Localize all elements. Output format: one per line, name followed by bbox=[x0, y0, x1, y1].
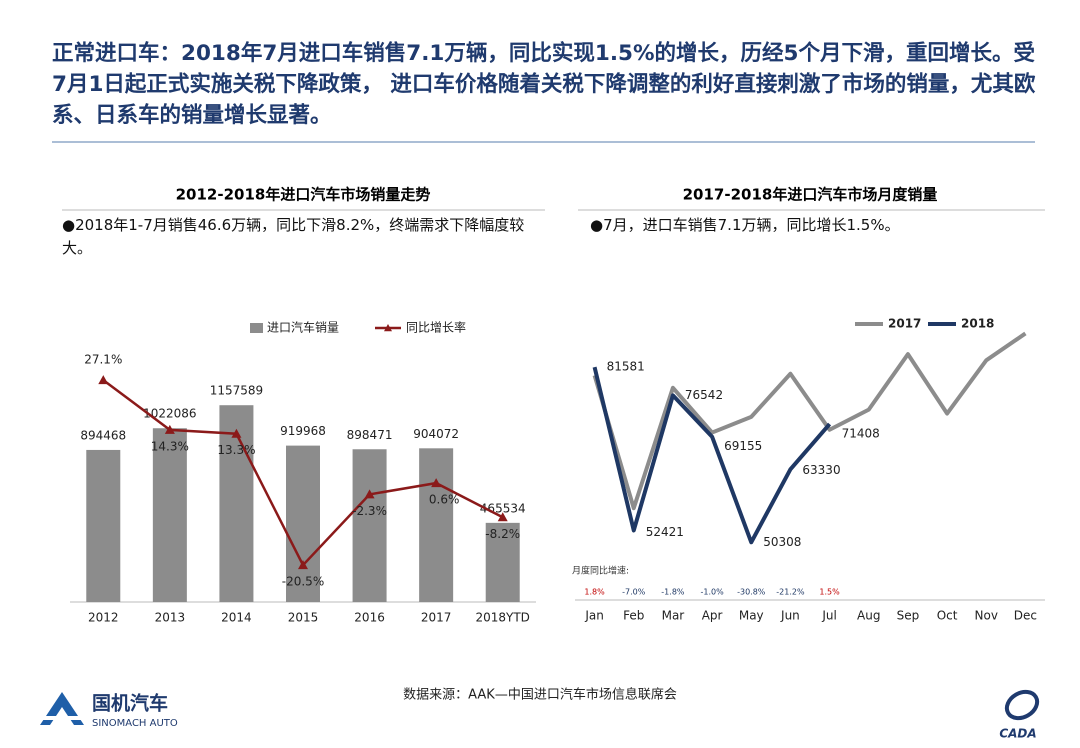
legend-label: 2017 bbox=[888, 317, 921, 331]
badge-icon bbox=[1004, 689, 1040, 721]
line-marker bbox=[298, 560, 308, 570]
header: 正常进口车：2018年7月进口车销售7.1万辆，同比实现1.5%的增长，历经5个… bbox=[52, 41, 1036, 128]
x-tick-label: Apr bbox=[702, 609, 723, 623]
x-tick-label: 2012 bbox=[88, 611, 119, 625]
growth-label: 1.5% bbox=[819, 588, 840, 597]
x-tick-label: Jun bbox=[780, 609, 800, 623]
line-marker bbox=[231, 428, 242, 438]
legend-label: 进口汽车销量 bbox=[267, 320, 339, 335]
x-tick-label: Sep bbox=[897, 609, 920, 623]
bar bbox=[286, 445, 320, 602]
logo-subtitle: SINOMACH AUTO bbox=[92, 718, 178, 729]
data-label: 63330 bbox=[802, 463, 840, 477]
line-marker bbox=[497, 512, 508, 522]
data-label: 69155 bbox=[724, 439, 762, 453]
line-label: 0.6% bbox=[429, 493, 460, 507]
bar bbox=[485, 522, 520, 602]
line-marker bbox=[431, 478, 442, 488]
bar-label: 898471 bbox=[347, 428, 393, 442]
x-tick-label: Aug bbox=[857, 609, 880, 623]
logo-icon bbox=[40, 692, 84, 725]
growth-label: -1.0% bbox=[700, 588, 724, 597]
growth-label: -21.2% bbox=[776, 588, 805, 597]
x-tick-label: Dec bbox=[1014, 609, 1037, 623]
line-label: -8.2% bbox=[485, 527, 520, 541]
x-tick-label: 2018YTD bbox=[475, 611, 529, 625]
bar bbox=[352, 449, 387, 602]
line-label: -2.3% bbox=[352, 504, 387, 518]
data-label: 81581 bbox=[607, 360, 645, 374]
data-label: 50308 bbox=[763, 535, 801, 549]
x-tick-label: 2017 bbox=[421, 611, 452, 625]
legend-swatch bbox=[384, 324, 392, 332]
x-tick-label: May bbox=[739, 609, 764, 623]
bar-label: 1022086 bbox=[143, 407, 196, 421]
x-tick-label: Nov bbox=[975, 609, 998, 623]
growth-title: 月度同比增速: bbox=[572, 565, 629, 577]
bar-label: 894468 bbox=[80, 428, 126, 442]
legend-label: 同比增长率 bbox=[406, 320, 466, 335]
bar bbox=[219, 405, 254, 602]
logo-name: 国机汽车 bbox=[92, 692, 168, 715]
bar bbox=[152, 428, 187, 602]
bar-label: 919968 bbox=[280, 424, 326, 438]
data-label: 71408 bbox=[842, 427, 880, 441]
x-tick-label: 2016 bbox=[354, 611, 385, 625]
line bbox=[592, 366, 832, 545]
line-label: 13.3% bbox=[217, 443, 255, 457]
legend-label: 2018 bbox=[961, 317, 994, 331]
chart-title: 2017-2018年进口汽车市场月度销量 bbox=[683, 186, 938, 204]
bar-label: 1157589 bbox=[210, 384, 263, 398]
line bbox=[592, 331, 1027, 511]
legend-swatch bbox=[250, 323, 263, 333]
source: 数据来源：AAK—中国进口汽车市场信息联席会 bbox=[403, 687, 677, 703]
line-marker bbox=[98, 375, 109, 385]
growth-label: -1.8% bbox=[661, 588, 685, 597]
x-tick-label: 2014 bbox=[221, 611, 252, 625]
x-tick-label: Feb bbox=[623, 609, 644, 623]
growth-label: -7.0% bbox=[622, 588, 646, 597]
growth-label: -30.8% bbox=[737, 588, 766, 597]
line-label: -20.5% bbox=[282, 575, 324, 589]
x-tick-label: 2015 bbox=[288, 611, 319, 625]
chart-note: ●2018年1-7月销售46.6万辆，同比下滑8.2%，终端需求下降幅度较大。 bbox=[62, 216, 525, 257]
growth-label: 1.8% bbox=[584, 588, 605, 597]
x-tick-label: Jan bbox=[584, 609, 604, 623]
line-marker bbox=[164, 424, 175, 434]
data-label: 76542 bbox=[685, 388, 723, 402]
badge: CADA bbox=[999, 727, 1036, 741]
line-label: 14.3% bbox=[151, 439, 189, 453]
x-tick-label: Oct bbox=[937, 609, 958, 623]
chart-note: ●7月，进口车销售7.1万辆，同比增长1.5%。 bbox=[590, 216, 900, 234]
line-marker bbox=[364, 489, 375, 499]
x-tick-label: Mar bbox=[662, 609, 685, 623]
x-tick-label: 2013 bbox=[155, 611, 186, 625]
data-label: 52421 bbox=[646, 525, 684, 539]
x-tick-label: Jul bbox=[821, 609, 836, 623]
bar bbox=[419, 448, 454, 602]
bar bbox=[86, 449, 121, 602]
line-label: 27.1% bbox=[84, 353, 122, 367]
bar-label: 904072 bbox=[413, 427, 459, 441]
chart-title: 2012-2018年进口汽车市场销量走势 bbox=[176, 186, 431, 204]
